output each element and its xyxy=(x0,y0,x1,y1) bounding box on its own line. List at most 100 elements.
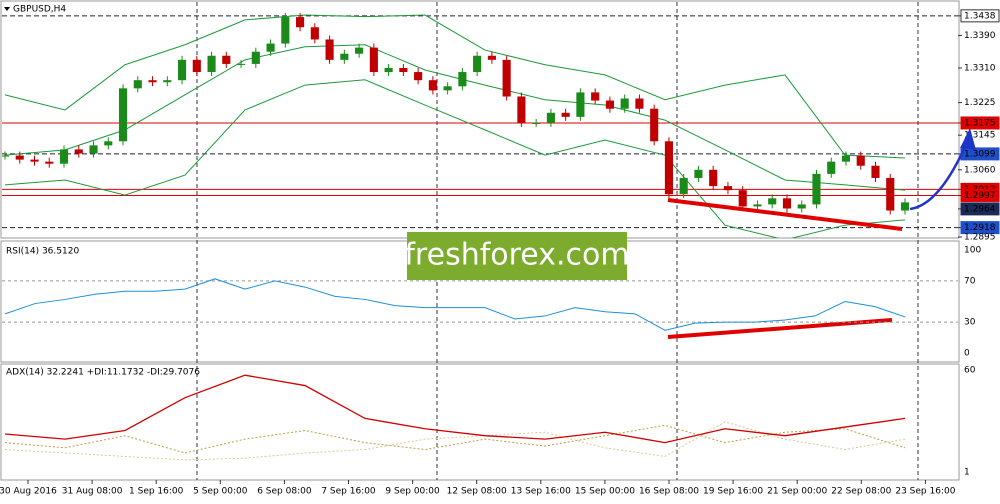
rsi-tick-label: 0 xyxy=(964,349,970,359)
candle xyxy=(546,112,555,123)
time-label: 19 Sep 16:00 xyxy=(703,487,763,497)
bollinger-lower xyxy=(4,79,906,238)
adx-line xyxy=(4,374,906,444)
candle xyxy=(118,88,128,142)
price-label: 1.3175 xyxy=(964,118,996,128)
candle xyxy=(15,155,24,160)
candle xyxy=(2,155,10,157)
candle xyxy=(148,80,157,83)
minus-di-line xyxy=(4,421,906,461)
candle xyxy=(45,161,54,164)
candle xyxy=(340,53,349,60)
watermark: freshforex.com xyxy=(404,238,629,273)
adx-tick-label: 60 xyxy=(964,366,976,376)
price-label: 1.3060 xyxy=(964,165,996,175)
adx-tick-label: 1 xyxy=(964,468,970,478)
time-label: 5 Sep 00:00 xyxy=(193,487,248,497)
price-label: 1.3310 xyxy=(964,63,996,73)
candle xyxy=(738,190,747,207)
candle xyxy=(886,177,895,211)
candle xyxy=(163,80,172,83)
candle xyxy=(782,198,792,209)
candle xyxy=(296,17,305,28)
candle xyxy=(841,155,851,162)
candle xyxy=(325,39,334,60)
time-label: 6 Sep 08:00 xyxy=(257,487,312,497)
candle xyxy=(399,67,408,73)
candle xyxy=(30,159,39,162)
price-label-box xyxy=(960,9,1000,23)
candle xyxy=(871,165,880,178)
price-label: 1.3099 xyxy=(964,149,996,159)
candle xyxy=(266,43,275,52)
candle xyxy=(605,100,614,109)
candle xyxy=(900,202,910,211)
candle xyxy=(679,177,688,195)
candle xyxy=(827,161,836,174)
symbol-title: GBPUSD,H4 xyxy=(13,5,66,15)
time-label: 22 Sep 08:00 xyxy=(831,487,891,497)
price-label-box xyxy=(960,116,1000,130)
time-label: 13 Sep 16:00 xyxy=(511,487,571,497)
candle xyxy=(74,149,83,154)
candle xyxy=(414,72,423,81)
candle xyxy=(428,80,437,91)
candle xyxy=(561,112,570,117)
candle xyxy=(694,169,703,178)
time-label: 9 Sep 00:00 xyxy=(385,487,440,497)
candle xyxy=(133,80,142,89)
candle xyxy=(458,72,467,87)
trendline xyxy=(667,318,893,339)
price-label: 1.3145 xyxy=(964,131,996,141)
candle xyxy=(517,96,526,123)
candle xyxy=(59,149,69,164)
candle xyxy=(222,55,231,64)
bollinger-middle xyxy=(4,44,906,191)
candle xyxy=(768,198,777,205)
candle xyxy=(856,155,865,166)
price-label-box xyxy=(960,221,1000,235)
candle xyxy=(753,204,762,207)
candle xyxy=(384,67,393,73)
time-label: 12 Sep 08:00 xyxy=(447,487,507,497)
candle xyxy=(502,59,511,97)
plus-di-line xyxy=(4,424,906,454)
price-label: 1.2918 xyxy=(964,223,996,233)
price-label: 1.3225 xyxy=(964,98,996,108)
candle xyxy=(797,204,806,209)
candle xyxy=(310,27,319,40)
time-label: 15 Sep 00:00 xyxy=(575,487,635,497)
trendline xyxy=(667,198,903,231)
candle xyxy=(89,145,98,154)
price-label-box xyxy=(960,202,1000,216)
candle xyxy=(473,55,482,73)
forecast-arrow xyxy=(909,139,970,211)
time-label: 1 Sep 16:00 xyxy=(129,487,184,497)
adx-panel xyxy=(0,363,960,481)
menu-triangle xyxy=(4,7,10,11)
candle xyxy=(237,63,246,65)
rsi-label: RSI(14) 36.5120 xyxy=(6,247,79,257)
candle xyxy=(192,59,201,73)
price-label-box xyxy=(960,188,1000,202)
candle xyxy=(723,186,733,191)
time-label: 16 Sep 08:00 xyxy=(639,487,699,497)
candle xyxy=(664,141,673,195)
candle xyxy=(281,17,290,44)
candle xyxy=(487,55,496,60)
price-label: 1.2895 xyxy=(964,233,996,243)
rsi-tick-label: 70 xyxy=(964,276,976,286)
candle xyxy=(591,92,600,101)
candle xyxy=(650,108,659,142)
price-label: 1.2997 xyxy=(964,191,996,201)
bollinger-upper xyxy=(4,14,906,159)
time-label: 31 Aug 08:00 xyxy=(62,487,123,497)
rsi-tick-label: 100 xyxy=(964,246,981,256)
candle xyxy=(443,86,452,91)
time-label: 23 Sep 16:00 xyxy=(895,487,955,497)
candle xyxy=(812,173,821,205)
rsi-tick-label: 30 xyxy=(964,318,976,328)
candle xyxy=(104,141,113,146)
candle xyxy=(369,47,378,73)
